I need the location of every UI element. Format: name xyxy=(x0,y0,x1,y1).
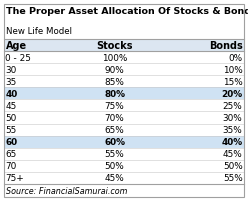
Text: 30%: 30% xyxy=(223,113,243,122)
Text: 55%: 55% xyxy=(105,149,124,158)
Text: 70: 70 xyxy=(5,161,17,170)
Text: Stocks: Stocks xyxy=(96,41,133,51)
Text: 35%: 35% xyxy=(223,125,243,134)
Text: 45: 45 xyxy=(5,101,17,110)
Text: Source: FinancialSamurai.com: Source: FinancialSamurai.com xyxy=(6,186,128,195)
Text: 40: 40 xyxy=(5,89,18,98)
Bar xyxy=(4,172,244,184)
Text: 25%: 25% xyxy=(223,101,243,110)
Text: 50%: 50% xyxy=(105,161,124,170)
Text: 70%: 70% xyxy=(105,113,124,122)
Text: 85%: 85% xyxy=(105,77,124,86)
Text: 100%: 100% xyxy=(102,54,127,62)
Text: 40%: 40% xyxy=(221,137,243,146)
Text: 45%: 45% xyxy=(105,173,124,182)
Text: The Proper Asset Allocation Of Stocks & Bonds By Age: The Proper Asset Allocation Of Stocks & … xyxy=(6,7,248,16)
Text: 55: 55 xyxy=(5,125,17,134)
Bar xyxy=(4,148,244,160)
Text: Bonds: Bonds xyxy=(209,41,243,51)
Bar xyxy=(4,100,244,112)
Bar xyxy=(4,160,244,172)
Bar xyxy=(4,88,244,100)
Bar xyxy=(4,40,244,52)
Text: 20%: 20% xyxy=(221,89,243,98)
Text: 75%: 75% xyxy=(105,101,124,110)
Text: 10%: 10% xyxy=(223,65,243,75)
Bar xyxy=(4,124,244,136)
Bar xyxy=(4,52,244,64)
Text: 90%: 90% xyxy=(105,65,124,75)
Bar xyxy=(4,112,244,124)
Text: 65: 65 xyxy=(5,149,17,158)
Text: 75+: 75+ xyxy=(5,173,24,182)
Text: New Life Model: New Life Model xyxy=(6,27,72,36)
Text: 50%: 50% xyxy=(223,161,243,170)
Text: 15%: 15% xyxy=(223,77,243,86)
Text: Age: Age xyxy=(5,41,27,51)
Bar xyxy=(4,64,244,76)
Bar xyxy=(4,136,244,148)
Text: 50: 50 xyxy=(5,113,17,122)
Text: 35: 35 xyxy=(5,77,17,86)
Text: 60%: 60% xyxy=(104,137,125,146)
Text: 0%: 0% xyxy=(228,54,243,62)
Text: 55%: 55% xyxy=(223,173,243,182)
Text: 30: 30 xyxy=(5,65,17,75)
Text: 0 - 25: 0 - 25 xyxy=(5,54,31,62)
Bar xyxy=(4,76,244,88)
Text: 45%: 45% xyxy=(223,149,243,158)
Text: 80%: 80% xyxy=(104,89,125,98)
Text: 60: 60 xyxy=(5,137,18,146)
Text: 65%: 65% xyxy=(105,125,124,134)
